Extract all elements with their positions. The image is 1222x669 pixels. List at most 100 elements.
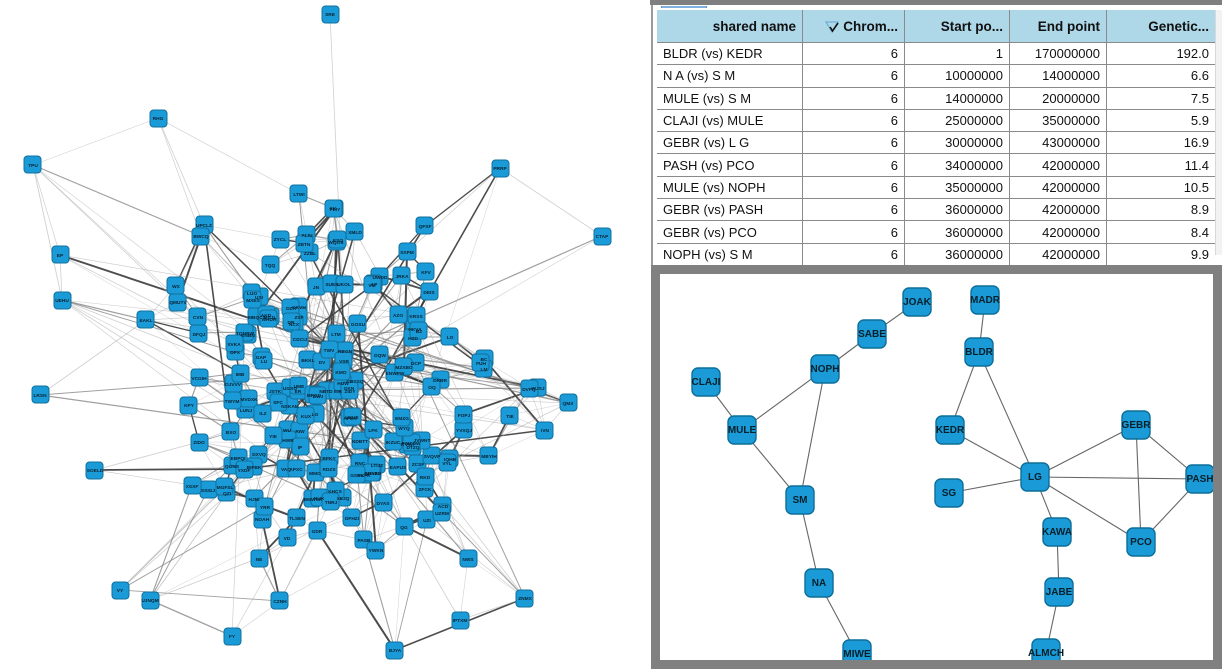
svg-text:DXVQ: DXVQ	[252, 452, 266, 458]
svg-text:DR: DR	[288, 320, 295, 326]
svg-text:SFC: SFC	[273, 400, 283, 406]
svg-text:XSXF: XSXF	[186, 484, 199, 490]
svg-text:MXES: MXES	[246, 298, 260, 304]
svg-text:DVPQ: DVPQ	[522, 387, 536, 393]
svg-text:RHG: RHG	[153, 116, 164, 122]
svg-text:ZZBL: ZZBL	[304, 251, 316, 257]
svg-text:ZBTN: ZBTN	[298, 242, 311, 248]
svg-text:FWCDW: FWCDW	[402, 441, 421, 447]
svg-text:LTIJZ: LTIJZ	[371, 463, 384, 469]
svg-text:IKZUC: IKZUC	[386, 440, 401, 446]
svg-text:MADR: MADR	[970, 295, 1001, 306]
svg-text:NOAH: NOAH	[255, 517, 270, 523]
svg-text:LUNJ: LUNJ	[240, 408, 253, 414]
svg-text:UPCLZ: UPCLZ	[196, 223, 212, 229]
svg-text:SSIGJ: SSIGJ	[201, 488, 215, 494]
svg-text:MULE: MULE	[728, 425, 757, 436]
svg-text:SRE: SRE	[325, 12, 336, 18]
svg-text:GOSU: GOSU	[351, 322, 366, 328]
svg-text:BLDR: BLDR	[965, 347, 994, 358]
svg-text:YRR: YRR	[260, 505, 271, 511]
svg-text:OQ: OQ	[428, 385, 436, 391]
svg-text:QMUTV: QMUTV	[169, 300, 187, 306]
svg-text:MVDXK: MVDXK	[240, 397, 258, 403]
svg-text:KEDR: KEDR	[936, 425, 965, 436]
svg-text:IPTXM: IPTXM	[453, 618, 468, 624]
svg-text:ZFCK: ZFCK	[419, 487, 432, 493]
svg-text:EIR: EIR	[334, 389, 343, 395]
svg-text:IMB: IMB	[236, 372, 245, 378]
svg-text:NSKAM: NSKAM	[281, 404, 299, 410]
svg-text:DFQJ: DFQJ	[193, 332, 206, 338]
svg-text:UJNQM: UJNQM	[141, 598, 158, 604]
svg-text:ESQ: ESQ	[333, 238, 343, 244]
svg-text:LTWI: LTWI	[293, 192, 305, 198]
svg-text:HUW: HUW	[337, 381, 349, 387]
svg-text:UEHU: UEHU	[55, 298, 69, 304]
svg-text:NOPH: NOPH	[811, 364, 840, 375]
svg-text:YVXQJ: YVXQJ	[456, 428, 472, 434]
svg-text:JABE: JABE	[1046, 587, 1073, 598]
svg-text:HZD: HZD	[408, 336, 418, 342]
svg-text:PASH: PASH	[1186, 474, 1213, 485]
svg-text:EMZG: EMZG	[395, 416, 409, 422]
svg-text:UZI: UZI	[423, 518, 431, 524]
svg-text:EBPQI: EBPQI	[231, 456, 247, 462]
svg-text:DEIS: DEIS	[423, 290, 435, 296]
svg-text:ACD: ACD	[438, 504, 449, 510]
svg-text:WX: WX	[172, 284, 181, 290]
svg-text:HWR: HWR	[282, 438, 294, 444]
svg-text:KHCS: KHCS	[328, 489, 342, 495]
svg-text:QG: QG	[400, 525, 408, 531]
svg-text:NDBTT: NDBTT	[352, 439, 368, 445]
svg-text:BWJ: BWJ	[313, 394, 324, 400]
svg-text:BXO: BXO	[226, 430, 237, 436]
svg-text:KUX: KUX	[301, 414, 312, 420]
svg-text:DV: DV	[319, 360, 326, 366]
svg-text:JN: JN	[313, 285, 320, 291]
svg-text:SABE: SABE	[858, 329, 886, 340]
svg-text:PRRP: PRRP	[493, 166, 507, 172]
svg-text:AZO: AZO	[393, 313, 403, 319]
svg-text:KMO: KMO	[335, 370, 346, 376]
svg-text:CLAJI: CLAJI	[692, 377, 721, 388]
svg-text:XVKA: XVKA	[227, 342, 241, 348]
svg-text:TQQ: TQQ	[265, 263, 276, 269]
svg-text:ZIDO: ZIDO	[193, 440, 205, 446]
svg-text:SM: SM	[793, 495, 808, 506]
svg-text:IP: IP	[298, 445, 303, 451]
svg-text:CZNH: CZNH	[273, 599, 287, 605]
svg-text:DQW: DQW	[374, 353, 386, 359]
svg-text:ZNMX: ZNMX	[518, 596, 532, 602]
svg-text:NA: NA	[812, 578, 826, 589]
svg-text:LRSN: LRSN	[33, 393, 47, 399]
svg-text:YIE: YIE	[269, 434, 278, 440]
svg-text:LUO: LUO	[247, 291, 257, 297]
svg-text:SOELD: SOELD	[87, 468, 104, 474]
svg-text:ALIU: ALIU	[301, 233, 313, 239]
svg-text:OJVVV: OJVVV	[225, 382, 242, 388]
svg-text:ALMCH: ALMCH	[1028, 648, 1064, 659]
svg-text:IVN: IVN	[541, 428, 550, 434]
svg-text:WHDR: WHDR	[262, 317, 277, 323]
svg-text:TIE: TIE	[506, 414, 514, 420]
svg-text:RDZS: RDZS	[322, 467, 336, 473]
svg-text:MZXBO: MZXBO	[395, 365, 413, 371]
svg-text:VD: VD	[284, 536, 291, 542]
svg-text:VM: VM	[368, 283, 375, 289]
svg-text:ZCSF: ZCSF	[412, 462, 425, 468]
svg-text:UXUE: UXUE	[345, 415, 359, 421]
svg-text:DFHZI: DFHZI	[345, 516, 360, 522]
svg-text:BKKL: BKKL	[301, 358, 314, 364]
svg-text:FOPJ: FOPJ	[458, 413, 471, 419]
svg-text:KAWA: KAWA	[1042, 527, 1072, 538]
svg-text:LFK: LFK	[368, 428, 378, 434]
svg-text:MGFSL: MGFSL	[217, 485, 234, 491]
svg-text:WYQ: WYQ	[398, 426, 410, 432]
svg-text:KK: KK	[330, 206, 337, 212]
svg-text:RBGN: RBGN	[338, 349, 353, 355]
svg-text:LU: LU	[261, 359, 268, 365]
svg-text:ZSF: ZSF	[294, 315, 303, 321]
svg-text:TNRJ: TNRJ	[325, 500, 338, 506]
svg-text:NE: NE	[256, 557, 263, 563]
